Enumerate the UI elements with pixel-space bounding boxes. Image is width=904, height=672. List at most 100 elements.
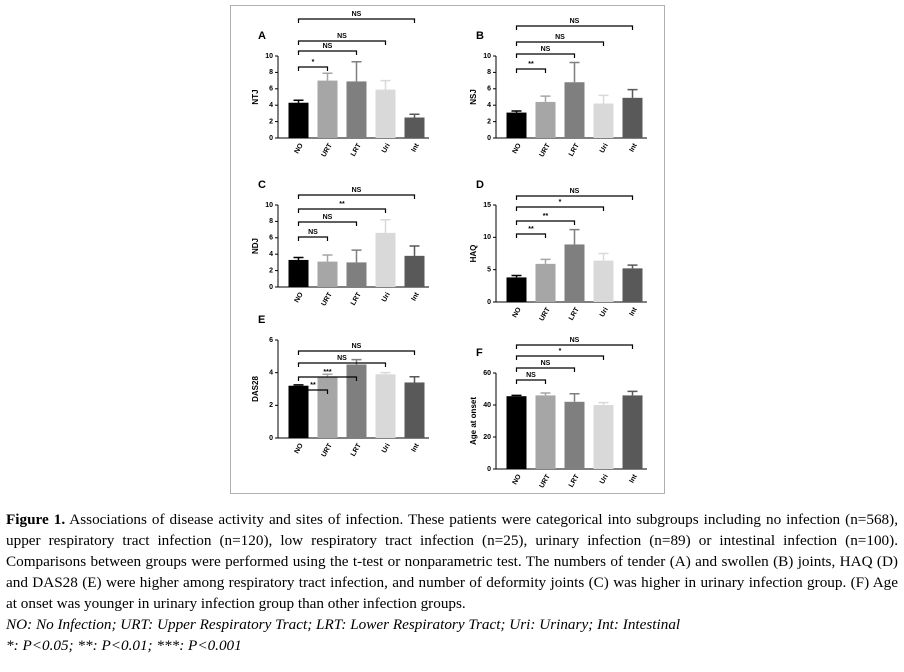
bar <box>375 232 396 287</box>
caption: Figure 1. Associations of disease activi… <box>6 509 898 656</box>
significance-bracket <box>515 206 605 211</box>
error-bar <box>293 384 304 386</box>
panel-label: C <box>258 179 266 191</box>
bar <box>506 277 527 302</box>
significance-bracket <box>297 362 387 367</box>
x-tick-label: NO <box>512 142 524 155</box>
y-tick-label: 10 <box>265 202 273 209</box>
x-tick-label: URT <box>539 473 553 490</box>
x-tick-label: URT <box>321 291 335 308</box>
bar <box>404 255 425 287</box>
x-tick-label: LRT <box>350 142 363 158</box>
x-tick-label: Int <box>628 142 639 153</box>
y-tick-label: 0 <box>487 135 491 142</box>
y-axis-label: NDJ <box>251 238 260 254</box>
x-tick-label: NO <box>294 142 306 155</box>
error-bar <box>540 95 551 102</box>
error-bar <box>409 245 420 256</box>
x-tick-label: URT <box>321 442 335 459</box>
significance-bracket <box>515 195 634 200</box>
significance-bracket <box>297 208 387 213</box>
significance-bracket <box>297 194 416 199</box>
y-tick-label: 0 <box>269 435 273 442</box>
y-tick-label: 20 <box>483 434 491 441</box>
significance-label: NS <box>337 355 347 362</box>
significance-label: * <box>559 199 562 206</box>
y-tick-label: 10 <box>265 53 273 60</box>
error-bar <box>293 256 304 260</box>
y-tick-label: 4 <box>269 102 273 109</box>
y-axis-label: NSJ <box>469 89 478 105</box>
error-bar <box>511 274 522 278</box>
panel-label: A <box>258 30 266 42</box>
y-tick-label: 4 <box>269 370 273 377</box>
significance-bracket <box>297 236 329 241</box>
y-tick-label: 10 <box>483 234 491 241</box>
y-tick-label: 15 <box>483 202 491 209</box>
bar <box>593 405 614 469</box>
significance-bracket <box>297 66 329 71</box>
error-bar <box>540 392 551 396</box>
significance-bracket <box>297 389 329 394</box>
error-bar <box>351 60 362 82</box>
error-bar <box>409 113 420 118</box>
error-bar <box>511 110 522 113</box>
y-tick-label: 8 <box>269 218 273 225</box>
bar <box>564 244 585 302</box>
bar <box>288 385 309 438</box>
error-bar <box>627 390 638 396</box>
y-tick-label: 2 <box>269 267 273 274</box>
bar <box>535 395 556 469</box>
significance-bracket <box>515 367 576 372</box>
error-bar <box>322 254 333 262</box>
error-bar <box>380 219 391 233</box>
error-bar <box>598 252 609 261</box>
bar <box>622 268 643 302</box>
y-axis-label: Age at onset <box>469 397 478 445</box>
error-bar <box>351 249 362 263</box>
x-tick-label: Int <box>628 306 639 317</box>
y-tick-label: 0 <box>487 299 491 306</box>
x-tick-label: URT <box>539 142 553 159</box>
significance-bracket <box>515 53 576 58</box>
error-bar <box>569 61 580 83</box>
significance-bracket <box>297 350 416 355</box>
bar <box>317 80 338 138</box>
error-bar <box>569 393 580 402</box>
significance-label: NS <box>555 34 565 41</box>
bar <box>593 103 614 138</box>
error-bar <box>380 371 391 375</box>
bar <box>288 259 309 287</box>
x-tick-label: Int <box>410 442 421 453</box>
error-bar <box>627 88 638 98</box>
panel-label: D <box>476 179 484 191</box>
error-bar <box>409 376 420 383</box>
significance-bracket <box>297 221 358 226</box>
y-tick-label: 6 <box>487 86 491 93</box>
significance-label: ** <box>543 213 549 220</box>
bar <box>404 382 425 438</box>
error-bar <box>380 79 391 90</box>
x-tick-label: Uri <box>599 142 610 154</box>
x-tick-label: URT <box>321 142 335 159</box>
y-axis-label: HAQ <box>469 245 478 263</box>
figure-label: Figure 1. <box>6 511 66 528</box>
significance-label: NS <box>352 187 362 194</box>
caption-body: Associations of disease activity and sit… <box>6 511 898 612</box>
significance-label: NS <box>570 18 580 25</box>
bar <box>288 102 309 138</box>
x-tick-label: Int <box>410 291 421 302</box>
significance-key: *: P<0.05; **: P<0.01; ***: P<0.001 <box>6 637 242 654</box>
panel-label: F <box>476 347 483 359</box>
y-tick-label: 6 <box>269 337 273 344</box>
significance-bracket <box>515 344 634 349</box>
figure: A NTJ 0 2 4 6 8 10 NO URT * LRT NS Uri NS Int NS B NSJ 0 2 4 6… <box>230 5 665 494</box>
bar <box>404 117 425 138</box>
y-tick-label: 40 <box>483 402 491 409</box>
significance-label: ** <box>339 201 345 208</box>
bar <box>593 260 614 302</box>
significance-bracket <box>515 25 634 30</box>
x-tick-label: Int <box>410 142 421 153</box>
x-tick-label: LRT <box>568 142 581 158</box>
